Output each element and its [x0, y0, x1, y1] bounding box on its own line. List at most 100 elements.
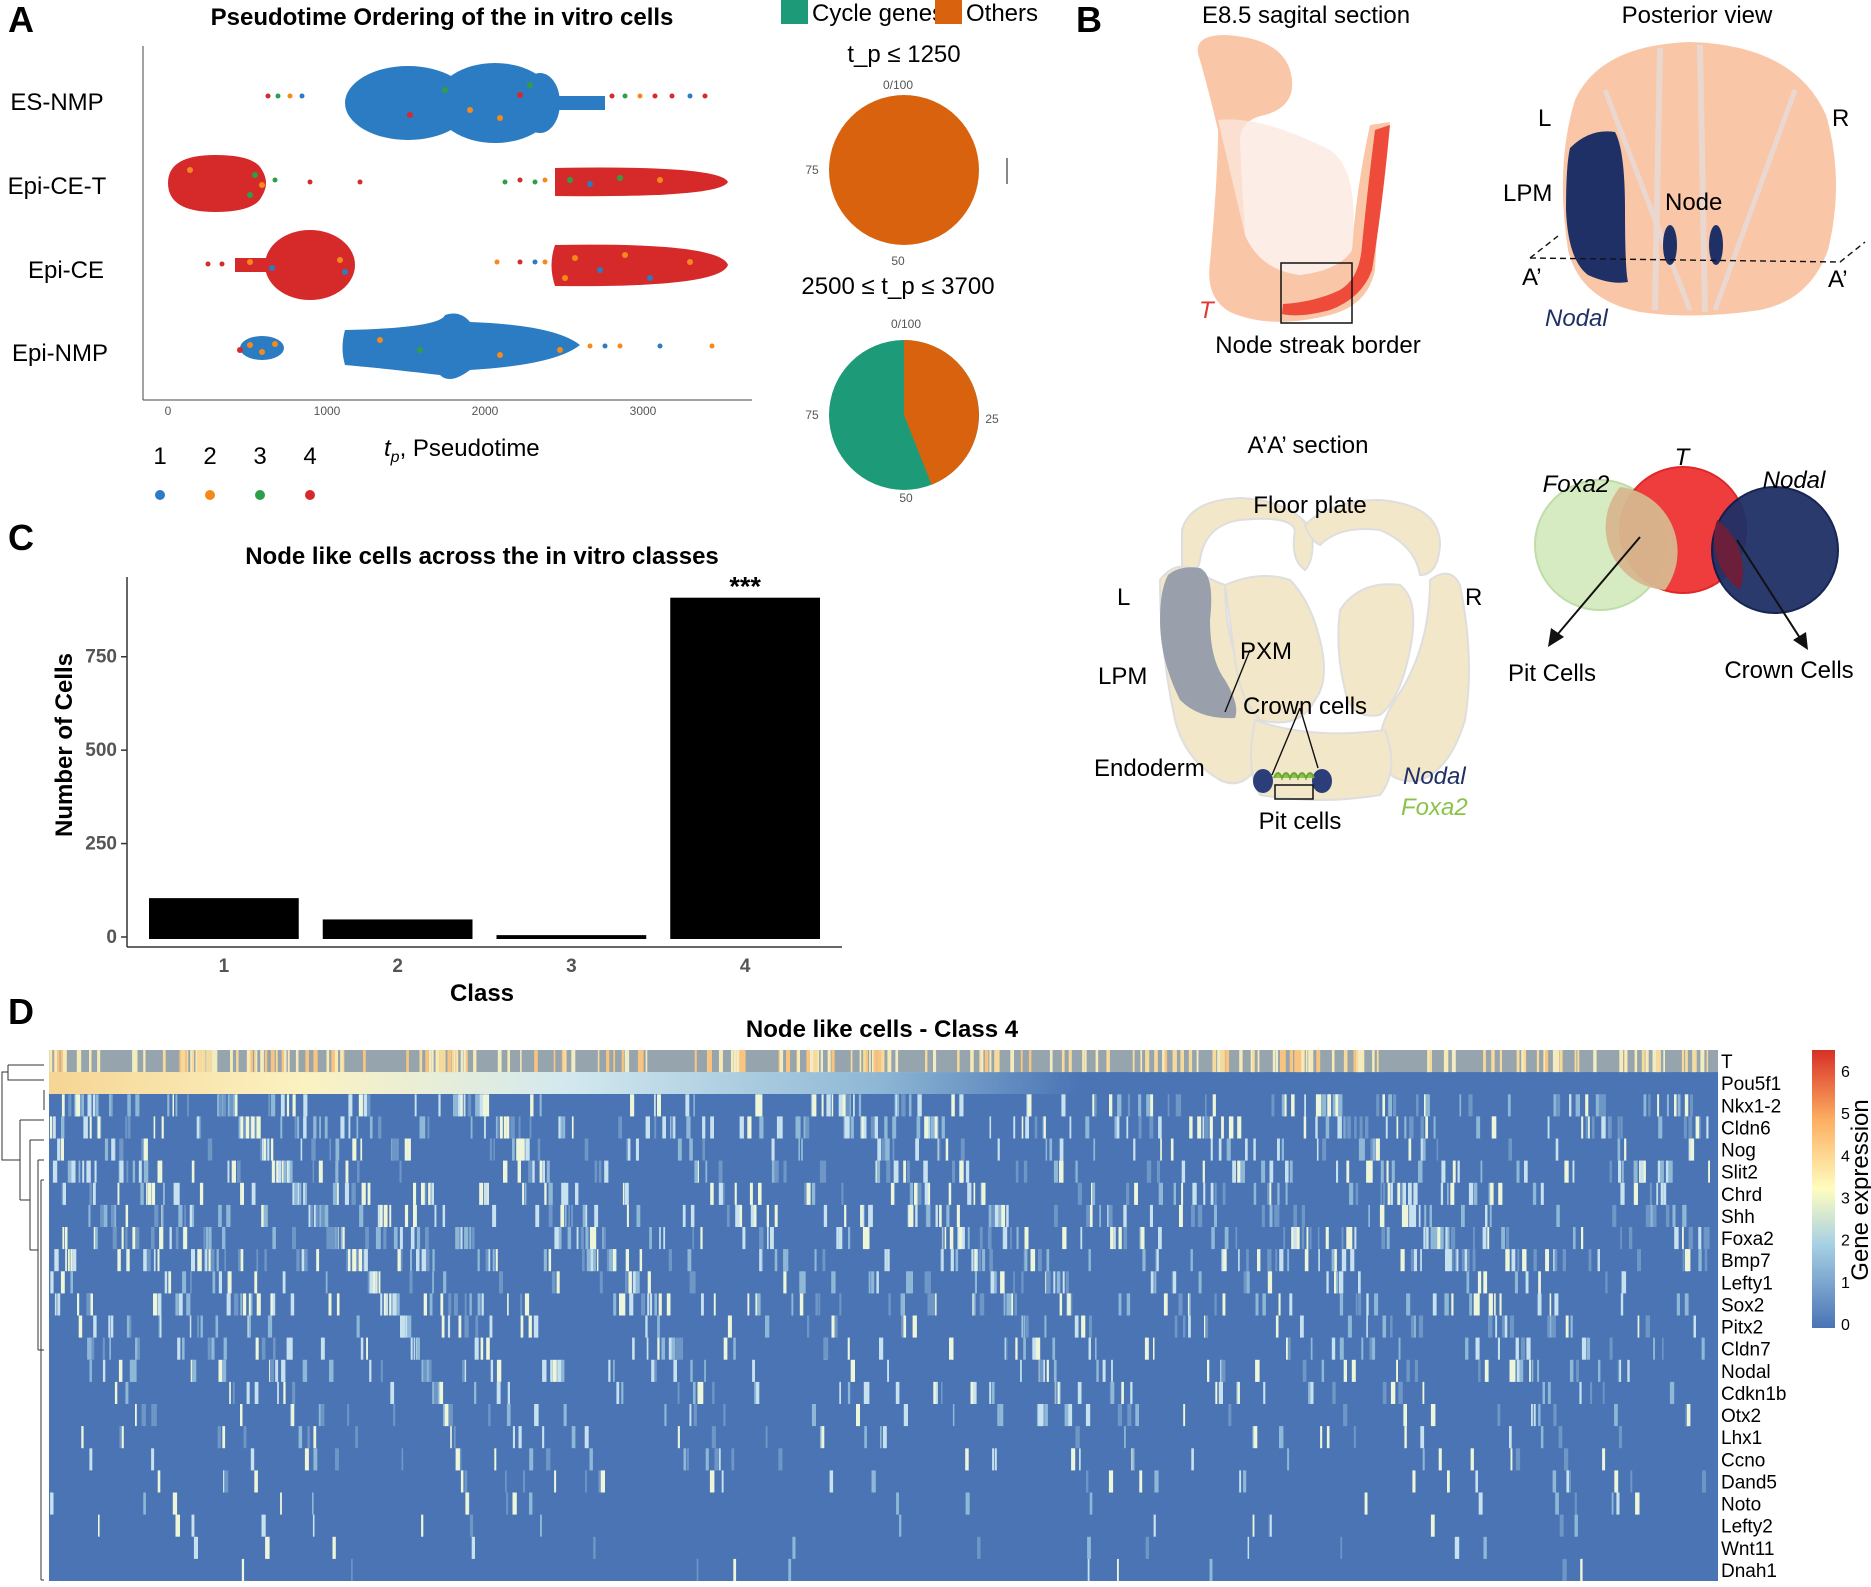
- pie-chart-2: 0/100 75 25 50: [805, 317, 999, 505]
- venn-nodal: [1711, 486, 1839, 614]
- legend-label-3: 3: [253, 443, 266, 470]
- x-tick-1000: 1000: [314, 404, 341, 418]
- cross-section-drawing: [1158, 496, 1470, 801]
- legend-label-2: 2: [203, 443, 216, 470]
- gene-label: Nodal: [1721, 1362, 1771, 1383]
- gene-label: Slit2: [1721, 1163, 1758, 1184]
- pie-1-tick-bottom: 50: [891, 254, 905, 268]
- lpm-band: [1160, 567, 1237, 719]
- colorbar-label: Gene expression: [1847, 1099, 1871, 1280]
- x-tick-2000: 2000: [472, 404, 499, 418]
- crown-left: [1253, 769, 1273, 793]
- bar-class-2: [322, 919, 473, 939]
- colorbar-tick: 2: [1841, 1233, 1850, 1250]
- gene-label: Otx2: [1721, 1406, 1761, 1427]
- y-tick-label: 500: [85, 740, 117, 761]
- legend-label-others: Others: [966, 0, 1038, 27]
- venn-crown-label: Crown Cells: [1724, 657, 1853, 684]
- pie-2-tick-right: 25: [985, 412, 999, 426]
- gene-label: Nkx1-2: [1721, 1096, 1781, 1117]
- bar-class-3: [496, 935, 647, 939]
- bar-chart-ylabel: Number of Cells: [51, 653, 78, 837]
- x-tick-label: 1: [219, 956, 230, 977]
- crown-right: [1312, 769, 1332, 793]
- pie-condition-1: t_p ≤ 1250: [847, 41, 960, 68]
- posterior-lpm: LPM: [1503, 180, 1552, 207]
- node-streak-box: [1280, 262, 1353, 324]
- section-title: A’A’ section: [1248, 432, 1369, 459]
- row-label-epi-ce-t: Epi-CE-T: [8, 173, 107, 200]
- x-axis-label: tp, Pseudotime: [384, 435, 540, 466]
- pie-2-tick-bottom: 50: [899, 491, 913, 505]
- section-nodal: Nodal: [1403, 763, 1466, 790]
- bar-chart-xlabel: Class: [450, 980, 514, 1007]
- posterior-title: Posterior view: [1622, 2, 1773, 29]
- posterior-nodal: Nodal: [1545, 305, 1608, 332]
- lpm-region: [1566, 131, 1628, 283]
- gene-label: Sox2: [1721, 1295, 1764, 1316]
- bar-class-4: [670, 597, 820, 939]
- legend-label-cycle: Cycle genes: [812, 0, 944, 27]
- significance-annotation: ***: [729, 572, 761, 602]
- sagittal-embryo-drawing: [1197, 35, 1390, 324]
- gene-label: Lefty1: [1721, 1273, 1773, 1294]
- posterior-a-right: A’: [1828, 266, 1848, 293]
- gene-label: Chrd: [1721, 1185, 1762, 1206]
- panel-c-title: Node like cells across the in vitro clas…: [245, 543, 719, 570]
- x-tick-label: 2: [392, 956, 403, 977]
- node-right: [1709, 225, 1723, 265]
- section-lpm: LPM: [1098, 663, 1147, 690]
- gene-label: Lefty2: [1721, 1517, 1773, 1538]
- bars: 1 2 3 4 ***: [149, 572, 820, 977]
- gene-label: T: [1721, 1052, 1733, 1073]
- pie-2-tick-left: 75: [805, 408, 819, 422]
- pie-2-tick-top: 0/100: [891, 317, 921, 331]
- legend-dot-1: [155, 490, 165, 500]
- sagittal-t-label: T: [1199, 297, 1216, 324]
- venn-t-label: T: [1675, 444, 1692, 471]
- row-label-epi-nmp: Epi-NMP: [12, 340, 108, 367]
- x-tick-3000: 3000: [630, 404, 657, 418]
- gene-label: Ccno: [1721, 1450, 1765, 1471]
- pie-1-tick-top: 0/100: [883, 78, 913, 92]
- section-pit: Pit cells: [1259, 808, 1342, 835]
- gene-label: Foxa2: [1721, 1229, 1774, 1250]
- colorbar-ticks: 0 1 2 3 4 5 6: [1841, 1064, 1850, 1334]
- gene-label: Dand5: [1721, 1472, 1777, 1493]
- pie-2-others-slice: [904, 340, 979, 485]
- posterior-r: R: [1832, 105, 1849, 132]
- venn-nodal-label: Nodal: [1763, 467, 1826, 494]
- section-r: R: [1465, 584, 1482, 611]
- gene-label: Bmp7: [1721, 1251, 1771, 1272]
- panel-letter-b: B: [1076, 0, 1102, 40]
- x-tick-label: 4: [740, 956, 751, 977]
- pou5f1-gradient: [49, 1072, 1079, 1094]
- row-label-epi-ce: Epi-CE: [28, 257, 104, 284]
- row-label-es-nmp: ES-NMP: [10, 89, 103, 116]
- y-tick-label: 250: [85, 834, 117, 855]
- legend-dot-3: [255, 490, 265, 500]
- colorbar-tick: 5: [1841, 1106, 1850, 1123]
- legend-label-1: 1: [153, 443, 166, 470]
- beeswarm-es-nmp: [265, 63, 708, 143]
- sagittal-title: E8.5 sagital section: [1202, 2, 1410, 29]
- panel-letter-d: D: [8, 991, 34, 1032]
- bar-class-1: [149, 898, 299, 939]
- beeswarm-epi-nmp: [237, 313, 715, 379]
- legend-dot-2: [205, 490, 215, 500]
- section-pxm: PXM: [1240, 638, 1292, 665]
- pie-condition-2: 2500 ≤ t_p ≤ 3700: [801, 273, 994, 300]
- gene-labels: TPou5f1Nkx1-2Cldn6NogSlit2ChrdShhFoxa2Bm…: [1721, 1052, 1787, 1582]
- pie-1-others-slice: [829, 95, 979, 245]
- section-l: L: [1117, 584, 1130, 611]
- panel-letter-c: C: [8, 517, 34, 558]
- colorbar-tick: 0: [1841, 1317, 1850, 1334]
- gene-label: Shh: [1721, 1207, 1755, 1228]
- dendrogram: [1, 1064, 45, 1581]
- gene-label: Dnah1: [1721, 1561, 1777, 1582]
- section-floor-plate: Floor plate: [1253, 492, 1366, 519]
- sagittal-caption: Node streak border: [1215, 332, 1420, 359]
- legend-dot-4: [305, 490, 315, 500]
- colorbar-tick: 3: [1841, 1190, 1850, 1207]
